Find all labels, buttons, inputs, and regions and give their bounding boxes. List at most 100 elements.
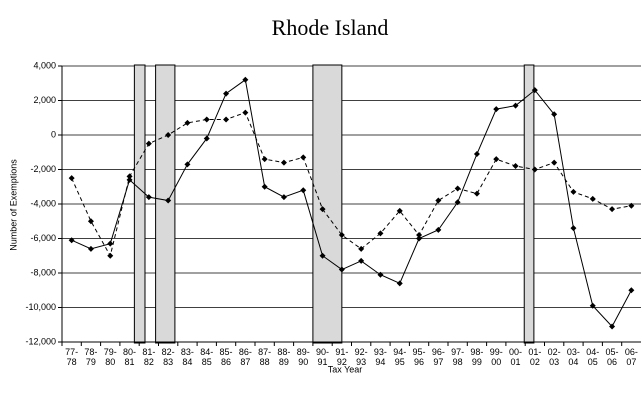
data-point bbox=[377, 230, 384, 237]
x-tick-label: 93-94 bbox=[373, 347, 387, 367]
data-point bbox=[319, 206, 326, 213]
x-tick-label: 83-84 bbox=[180, 347, 194, 367]
x-tick-label: 84-85 bbox=[200, 347, 214, 367]
data-point bbox=[609, 323, 616, 330]
x-tick-label: 95-96 bbox=[412, 347, 426, 367]
y-tick-label: 0 bbox=[51, 129, 56, 139]
data-point bbox=[454, 199, 461, 206]
data-point bbox=[435, 197, 442, 204]
data-point bbox=[300, 154, 307, 161]
data-point bbox=[531, 166, 538, 173]
data-point bbox=[358, 257, 365, 264]
x-tick-label: 77-78 bbox=[65, 347, 79, 367]
data-point bbox=[473, 150, 480, 157]
data-point bbox=[551, 159, 558, 166]
chart-title: Rhode Island bbox=[272, 15, 389, 40]
y-tick-label: -10,000 bbox=[25, 302, 56, 312]
y-tick-label: 2,000 bbox=[33, 95, 56, 105]
data-point bbox=[145, 194, 152, 201]
data-point bbox=[493, 106, 500, 113]
x-tick-label: 02-03 bbox=[547, 347, 561, 367]
data-point bbox=[628, 287, 635, 294]
x-tick-label: 85-86 bbox=[219, 347, 233, 367]
data-point bbox=[589, 302, 596, 309]
data-point bbox=[68, 175, 75, 182]
shaded-period bbox=[312, 64, 343, 344]
data-point bbox=[203, 116, 210, 123]
x-tick-label: 87-88 bbox=[258, 347, 272, 367]
data-point bbox=[261, 183, 268, 190]
data-point bbox=[454, 185, 461, 192]
data-point bbox=[493, 156, 500, 163]
data-point bbox=[396, 207, 403, 214]
data-point bbox=[512, 163, 519, 170]
data-point bbox=[589, 195, 596, 202]
data-line bbox=[71, 111, 632, 258]
data-point bbox=[551, 111, 558, 118]
data-point bbox=[126, 173, 133, 180]
data-point bbox=[531, 87, 538, 94]
x-tick-label: 03-04 bbox=[566, 347, 580, 367]
data-point bbox=[628, 202, 635, 209]
data-point bbox=[416, 232, 423, 239]
y-tick-label: -12,000 bbox=[25, 336, 56, 346]
x-tick-label: 01-02 bbox=[528, 347, 542, 367]
data-point bbox=[184, 161, 191, 168]
data-point bbox=[338, 266, 345, 273]
data-point bbox=[609, 206, 616, 213]
x-tick-label: 91-92 bbox=[335, 347, 349, 367]
x-tick-label: 06-07 bbox=[624, 347, 638, 367]
data-point bbox=[570, 188, 577, 195]
data-point bbox=[68, 237, 75, 244]
data-point bbox=[280, 194, 287, 201]
x-tick-label: 04-05 bbox=[586, 347, 600, 367]
x-tick-label: 92-93 bbox=[354, 347, 368, 367]
data-point bbox=[416, 235, 423, 242]
data-point bbox=[107, 240, 114, 247]
data-point bbox=[396, 280, 403, 287]
data-point bbox=[223, 90, 230, 97]
x-tick-label: 78-79 bbox=[84, 347, 98, 367]
x-tick-label: 88-89 bbox=[277, 347, 291, 367]
x-tick-label: 86-87 bbox=[238, 347, 252, 367]
x-tick-label: 80-81 bbox=[123, 347, 137, 367]
x-tick-label: 96-97 bbox=[431, 347, 445, 367]
x-tick-label: 99-00 bbox=[489, 347, 503, 367]
data-point bbox=[473, 190, 480, 197]
y-tick-label: -2,000 bbox=[30, 164, 56, 174]
data-point bbox=[223, 116, 230, 123]
shaded-period bbox=[155, 64, 176, 344]
x-tick-label: 97-98 bbox=[451, 347, 465, 367]
data-point bbox=[338, 232, 345, 239]
data-point bbox=[107, 252, 114, 259]
data-point bbox=[145, 140, 152, 147]
x-tick-label: 81-82 bbox=[142, 347, 156, 367]
x-tick-label: 98-99 bbox=[470, 347, 484, 367]
data-point bbox=[242, 76, 249, 83]
data-point bbox=[242, 109, 249, 116]
data-point bbox=[377, 271, 384, 278]
x-tick-label: 79-80 bbox=[103, 347, 117, 367]
shaded-period bbox=[133, 64, 146, 344]
data-point bbox=[300, 187, 307, 194]
x-tick-label: 82-83 bbox=[161, 347, 175, 367]
x-tick-label: 89-90 bbox=[296, 347, 310, 367]
y-tick-label: -8,000 bbox=[30, 267, 56, 277]
data-point bbox=[165, 132, 172, 138]
data-point bbox=[358, 245, 365, 252]
x-tick-label: 90-91 bbox=[316, 347, 330, 367]
data-point bbox=[203, 135, 210, 142]
data-point bbox=[570, 225, 577, 232]
x-axis-title: Tax Year bbox=[328, 364, 363, 374]
x-tick-label: 00-01 bbox=[509, 347, 523, 367]
data-point bbox=[319, 252, 326, 259]
y-tick-label: 4,000 bbox=[33, 60, 56, 70]
data-point bbox=[435, 226, 442, 233]
data-point bbox=[261, 156, 268, 163]
data-point bbox=[184, 119, 191, 126]
y-axis-title: Number of Exemptions bbox=[8, 159, 18, 251]
data-line bbox=[71, 78, 632, 328]
x-tick-label: 05-06 bbox=[605, 347, 619, 367]
data-point bbox=[87, 245, 94, 252]
